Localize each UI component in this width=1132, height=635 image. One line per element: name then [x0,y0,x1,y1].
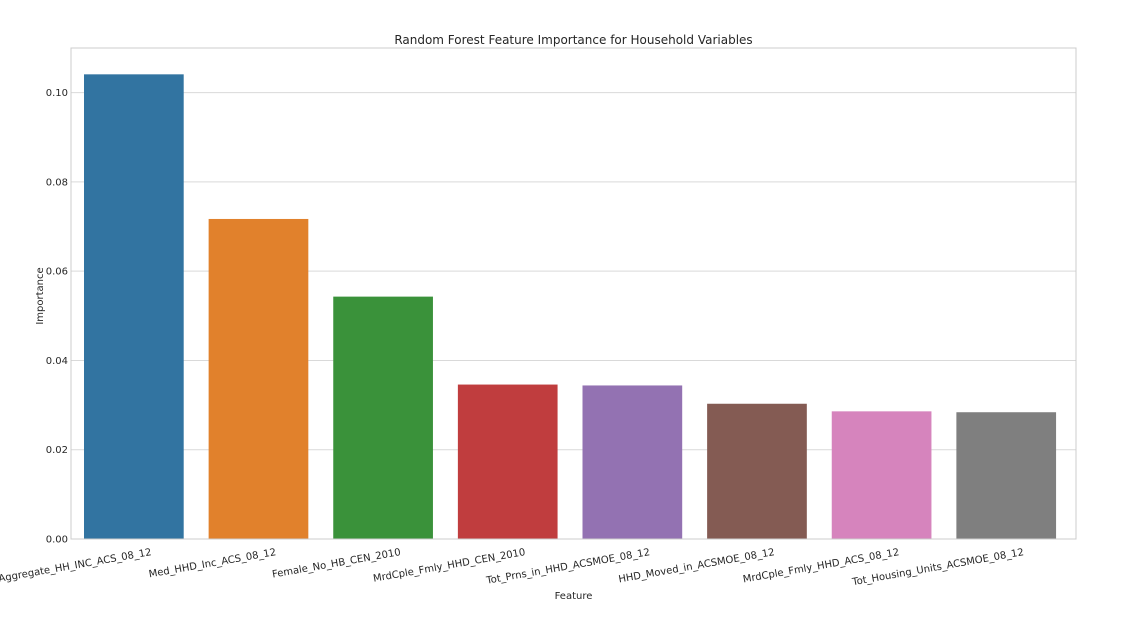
y-tick-label: 0.06 [46,267,68,278]
bars [84,74,1057,540]
y-tick-label: 0.04 [46,356,68,367]
plot-frame [70,47,1077,540]
bar [707,403,807,539]
bar [208,218,309,539]
y-tick-label: 0.02 [46,445,68,456]
bar [457,384,558,539]
y-tick-label: 0.10 [46,88,68,99]
y-tick-labels: 0.00 0.02 0.04 0.06 0.08 0.10 [46,88,68,545]
bar [831,411,932,539]
x-axis-title: Feature [555,591,593,602]
y-tick-label: 0.08 [46,177,68,188]
bar [333,296,433,539]
bar [84,74,184,540]
bar [956,412,1057,539]
y-tick-label: 0.00 [46,535,68,546]
chart-title: Random Forest Feature Importance for Hou… [394,33,752,47]
bar [582,385,683,539]
y-axis-title: Importance [35,267,46,324]
